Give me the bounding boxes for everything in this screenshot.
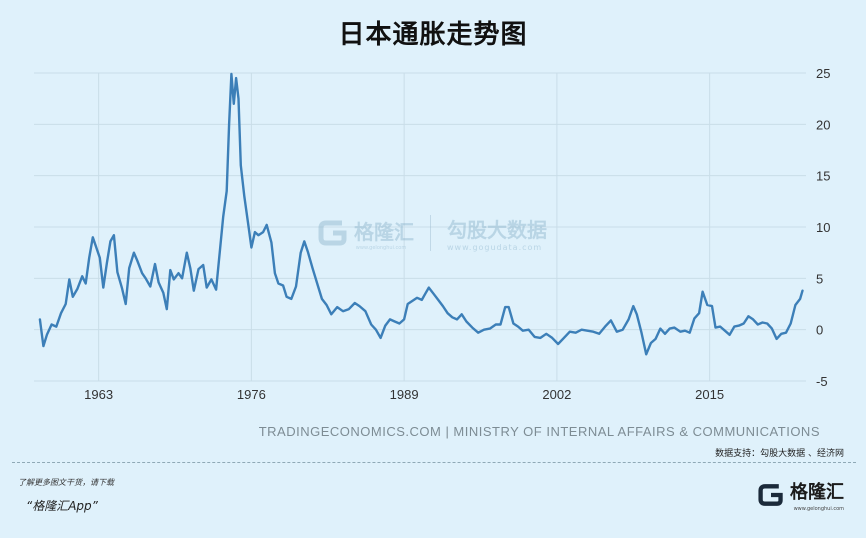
gelonghui-logo-icon <box>318 220 347 246</box>
promo-text: 了解更多图文干货，请下载 <box>18 478 114 487</box>
footer-logo: 格隆汇 www.gelonghui.com <box>758 478 844 512</box>
source-credit: TRADINGECONOMICS.COM | MINISTRY OF INTER… <box>258 424 820 439</box>
promo-app-name: “格隆汇App” <box>26 499 98 513</box>
grid-lines <box>34 72 806 382</box>
footer-logo-text: 格隆汇 <box>790 482 844 503</box>
series-layer <box>38 72 804 356</box>
footer-divider <box>12 462 856 463</box>
watermark-divider <box>430 215 431 251</box>
y-tick-label: 20 <box>816 117 830 132</box>
watermark-partner-url: www.gogudata.com <box>447 243 543 252</box>
x-tick-label: 1963 <box>84 387 113 402</box>
watermark-brand: 格隆汇 <box>354 219 414 244</box>
x-tick-label: 2015 <box>695 387 724 402</box>
watermark: 格隆汇 www.gelonghui.com 勾股大数据 www.gogudata… <box>318 214 547 252</box>
inflation-series-line <box>38 72 804 356</box>
y-tick-label: 10 <box>816 220 830 235</box>
watermark-partner: 勾股大数据 <box>447 218 547 242</box>
y-tick-label: 25 <box>816 66 830 81</box>
watermark-brand-url: www.gelonghui.com <box>355 244 407 251</box>
footer-logo-url: www.gelonghui.com <box>793 506 844 512</box>
y-tick-label: -5 <box>816 374 828 389</box>
chart-title: 日本通胀走势图 <box>338 20 528 50</box>
x-tick-label: 2002 <box>542 387 571 402</box>
y-tick-label: 0 <box>816 323 823 338</box>
gelonghui-logo-icon <box>758 484 783 506</box>
x-tick-label: 1989 <box>390 387 419 402</box>
x-tick-label: 1976 <box>237 387 266 402</box>
y-tick-label: 15 <box>816 169 830 184</box>
data-support-note: 数据支持：勾股大数据 、经济网 <box>715 449 844 459</box>
y-tick-label: 5 <box>816 271 823 286</box>
